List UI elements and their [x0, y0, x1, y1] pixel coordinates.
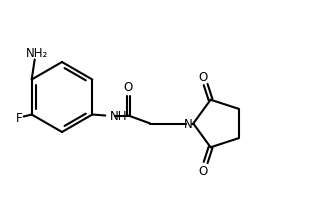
- Text: NH₂: NH₂: [26, 47, 48, 60]
- Text: O: O: [198, 164, 208, 177]
- Text: O: O: [124, 81, 133, 94]
- Text: O: O: [198, 71, 208, 84]
- Text: F: F: [15, 112, 22, 124]
- Text: NH: NH: [110, 109, 128, 122]
- Text: N: N: [184, 117, 193, 130]
